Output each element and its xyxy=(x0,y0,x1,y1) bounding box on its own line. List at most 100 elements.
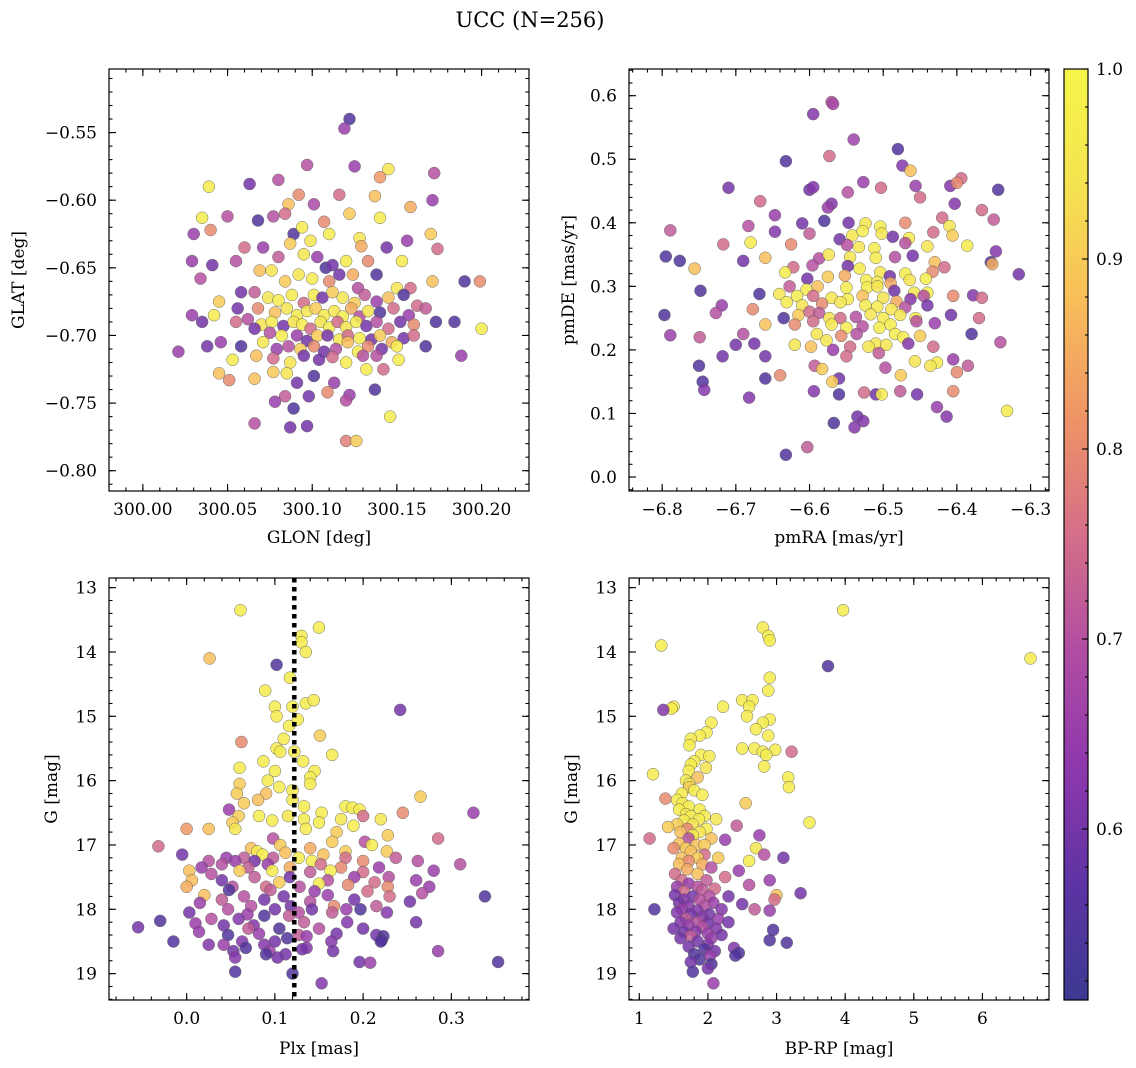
data-point xyxy=(919,272,933,285)
data-point xyxy=(784,238,798,251)
data-point xyxy=(307,369,321,383)
data-point xyxy=(239,941,253,955)
data-point xyxy=(909,179,922,193)
data-point xyxy=(785,745,798,758)
data-point xyxy=(305,272,319,285)
x-tick-label: 3 xyxy=(771,1009,782,1029)
data-point xyxy=(221,210,234,223)
data-point xyxy=(960,239,974,252)
data-point xyxy=(272,173,285,187)
data-point xyxy=(921,240,934,253)
data-point xyxy=(762,729,775,742)
data-point xyxy=(241,312,255,326)
data-point xyxy=(215,858,229,871)
data-point xyxy=(475,322,488,335)
data-point xyxy=(280,367,294,380)
x-tick-label: 1 xyxy=(634,1009,645,1029)
data-point xyxy=(778,266,792,279)
data-point xyxy=(325,748,339,762)
data-point xyxy=(205,912,218,926)
data-point xyxy=(818,214,831,228)
data-point xyxy=(888,284,901,298)
data-point xyxy=(840,281,853,294)
data-point xyxy=(370,349,383,362)
data-point xyxy=(722,181,735,195)
data-point xyxy=(705,861,718,874)
y-axis-label: GLAT [deg] xyxy=(9,231,29,329)
colorbar: 0.6 0.7 0.8 0.9 1.0 xyxy=(1063,60,1123,1001)
data-point xyxy=(893,308,907,322)
data-point xyxy=(355,239,368,253)
data-point xyxy=(233,761,246,775)
data-point xyxy=(290,376,304,390)
data-point xyxy=(862,340,875,353)
data-point xyxy=(643,832,656,845)
data-point xyxy=(348,160,361,173)
data-point xyxy=(780,295,793,309)
data-point xyxy=(167,935,180,948)
data-point xyxy=(1024,652,1037,665)
data-point xyxy=(214,335,228,349)
data-point xyxy=(234,603,247,617)
data-point xyxy=(825,318,838,331)
y-tick-label: 14 xyxy=(75,643,97,663)
data-point xyxy=(253,264,266,277)
data-point xyxy=(180,822,193,836)
data-point xyxy=(389,851,403,865)
data-point xyxy=(718,833,732,847)
data-point xyxy=(248,285,261,299)
data-point xyxy=(780,936,794,949)
data-point xyxy=(234,340,248,353)
data-point xyxy=(646,767,660,781)
data-point xyxy=(414,790,427,803)
data-point xyxy=(361,885,374,898)
data-point xyxy=(316,291,329,304)
data-point xyxy=(904,164,917,177)
data-point xyxy=(341,878,355,892)
data-point xyxy=(172,345,185,358)
data-point xyxy=(271,951,284,964)
data-point xyxy=(458,275,471,288)
data-point xyxy=(235,735,248,749)
data-point xyxy=(857,175,870,189)
data-point xyxy=(760,748,773,762)
data-point xyxy=(707,977,720,990)
y-tick-label: 0.2 xyxy=(590,341,617,361)
data-point xyxy=(296,755,310,768)
data-point xyxy=(340,915,354,929)
plot-frame xyxy=(108,68,530,492)
data-point xyxy=(467,806,480,820)
data-point xyxy=(857,386,871,399)
data-point xyxy=(972,311,986,325)
data-point xyxy=(193,896,207,910)
y-tick-label: 15 xyxy=(595,707,617,727)
data-point xyxy=(946,289,960,303)
figure-title: UCC (N=256) xyxy=(456,8,605,32)
data-point xyxy=(264,883,277,897)
data-point xyxy=(187,227,200,241)
data-point xyxy=(1012,268,1026,281)
x-tick-label: −6.7 xyxy=(715,500,756,520)
data-point xyxy=(742,854,756,868)
data-point xyxy=(688,262,701,275)
data-point xyxy=(370,315,383,329)
data-point xyxy=(152,840,165,853)
data-point xyxy=(265,814,279,827)
data-point xyxy=(390,340,404,353)
data-point xyxy=(801,272,814,285)
y-tick-label: 0.6 xyxy=(590,87,617,107)
data-point xyxy=(664,329,677,342)
data-point xyxy=(667,841,680,855)
data-point xyxy=(431,832,445,845)
data-point xyxy=(292,268,305,281)
data-point xyxy=(946,384,960,398)
data-point xyxy=(722,890,735,903)
data-point xyxy=(722,915,735,929)
data-point xyxy=(258,893,271,906)
panel-pmra-pmde: −6.8 −6.7 −6.6 −6.5 −6.4 −6.3 0.0 0.1 0.2 0.3 0.4 0… xyxy=(559,68,1051,548)
ticks: 300.00 300.05 300.10 300.15 300.20 −0.80 −0.75… xyxy=(45,69,529,520)
data-point xyxy=(427,864,440,877)
data-points xyxy=(131,603,505,990)
data-point xyxy=(377,363,390,376)
data-point xyxy=(334,861,348,874)
